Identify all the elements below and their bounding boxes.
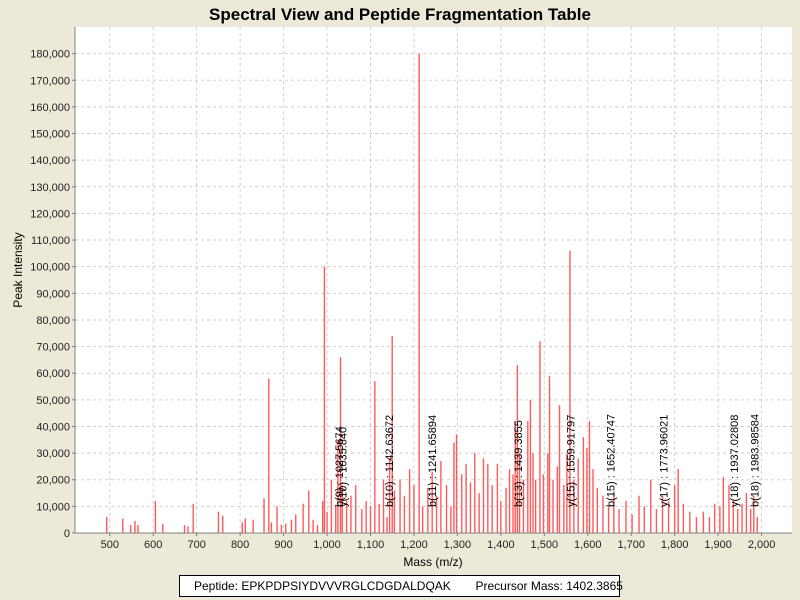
y-tick-label: 140,000 [30, 155, 70, 167]
fragment-annotation: b(15) : 1652.40747 [606, 414, 618, 507]
y-tick-label: 70,000 [36, 342, 70, 354]
y-tick-label: 30,000 [36, 448, 70, 460]
x-tick-label: 1,500 [531, 539, 559, 551]
peaks [106, 53, 758, 533]
chart-title: Spectral View and Peptide Fragmentation … [209, 5, 591, 24]
fragment-annotation: y(17) : 1773.96021 [658, 415, 670, 507]
fragment-annotation: b(13) : 1439.3855 [513, 420, 525, 507]
x-tick-label: 1,800 [661, 539, 689, 551]
y-tick-label: 180,000 [30, 49, 70, 61]
peptide-label: Peptide: [194, 579, 239, 593]
y-tick-label: 120,000 [30, 208, 70, 220]
y-axis-label: Peak Intensity [11, 232, 25, 307]
x-tick-label: 700 [187, 539, 205, 551]
precursor-mass-label: Precursor Mass: [475, 579, 563, 593]
peptide-info-box: Peptide: EPKPDPSIYDVVVRGLCDGDALDQAK Prec… [179, 575, 623, 597]
x-tick-label: 1,400 [487, 539, 515, 551]
x-tick-label: 1,200 [400, 539, 428, 551]
fragment-annotation: b(10) : 1142.63672 [384, 415, 396, 507]
y-tick-label: 170,000 [30, 75, 70, 87]
x-tick-label: 1,700 [617, 539, 645, 551]
x-tick-label: 2,000 [748, 539, 776, 551]
x-tick-label: 1,300 [444, 539, 472, 551]
y-tick-label: 150,000 [30, 129, 70, 141]
y-tick-label: 100,000 [30, 262, 70, 274]
peptide-sequence: EPKPDPSIYDVVVRGLCDGDALDQAK [241, 579, 451, 593]
y-tick-label: 130,000 [30, 182, 70, 194]
fragment-annotation: y(18) : 1937.02808 [729, 415, 741, 507]
y-tick-label: 160,000 [30, 102, 70, 114]
fragment-annotation: y(15) : 1559.91797 [565, 415, 577, 507]
precursor-mass-value: 1402.3865 [566, 579, 623, 593]
y-tick-label: 0 [64, 528, 70, 540]
grid [75, 27, 792, 534]
axes: 0 10,000 20,000 30,000 40,000 50,000 60,000 70,… [30, 27, 792, 551]
y-tick-label: 10,000 [36, 501, 70, 513]
x-tick-label: 1,000 [313, 539, 341, 551]
fragment-annotation: b(9) : 1027.5674 [334, 426, 346, 507]
x-tick-label: 800 [231, 539, 249, 551]
fragment-annotation: b(18) : 1983.98584 [750, 414, 762, 507]
x-tick-label: 900 [274, 539, 292, 551]
y-tick-label: 60,000 [36, 368, 70, 380]
y-tick-label: 110,000 [31, 235, 70, 247]
x-tick-label: 1,100 [357, 539, 385, 551]
y-tick-label: 90,000 [36, 288, 70, 300]
fragment-annotation: b(11) : 1241.65894 [427, 415, 439, 507]
x-tick-label: 1,600 [574, 539, 602, 551]
y-tick-label: 80,000 [36, 315, 70, 327]
y-tick-label: 50,000 [36, 395, 70, 407]
y-tick-label: 20,000 [36, 475, 70, 487]
x-tick-label: 600 [144, 539, 162, 551]
plot-area [75, 27, 792, 533]
fragment-annotation: y(10) : 1035.840 [338, 427, 350, 507]
x-tick-label: 500 [101, 539, 119, 551]
y-tick-label: 40,000 [36, 421, 70, 433]
x-tick-label: 1,900 [704, 539, 732, 551]
x-axis-label: Mass (m/z) [403, 555, 462, 569]
